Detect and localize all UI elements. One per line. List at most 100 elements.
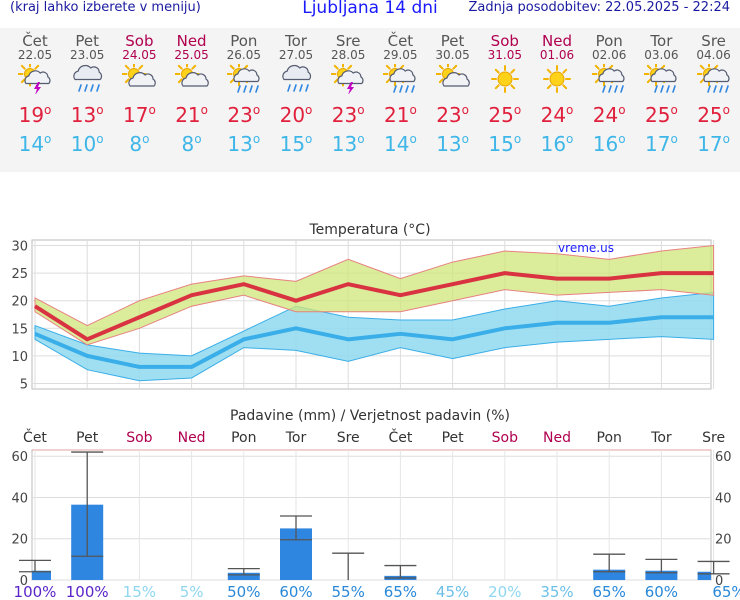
max-temperature-value: 25 bbox=[697, 103, 723, 127]
sun-disc bbox=[497, 71, 513, 87]
min-temperature-value: 17 bbox=[697, 132, 723, 156]
temperature-y-tick: 25 bbox=[11, 267, 28, 282]
day-name: Sob bbox=[490, 32, 519, 50]
day-name: Pet bbox=[75, 32, 99, 50]
rain-drop bbox=[405, 85, 410, 93]
rain-drop bbox=[293, 84, 297, 92]
precipitation-probability: 65% bbox=[712, 583, 740, 600]
day-column: Tor 27.05 20o 15o bbox=[270, 28, 322, 156]
sun-ray bbox=[494, 68, 500, 74]
cloud-shape bbox=[337, 70, 364, 85]
day-column: Sre 04.06 25o 17o bbox=[688, 28, 740, 156]
degree-symbol: o bbox=[409, 132, 417, 146]
partly-cloudy-icon bbox=[122, 64, 157, 87]
max-temperature-value: 19 bbox=[18, 103, 45, 127]
degree-symbol: o bbox=[722, 103, 730, 117]
daily-forecast-strip: Čet 22.05 19o 14o Pet 23.05 13o 10o Sob 24.05 17o 8… bbox=[0, 28, 740, 172]
degree-symbol: o bbox=[44, 132, 52, 146]
day-column: Pon 02.06 24o 16o bbox=[583, 28, 635, 156]
day-date: 26.05 bbox=[226, 48, 261, 62]
max-temperature-value: 23 bbox=[436, 103, 462, 127]
day-date: 31.05 bbox=[487, 48, 522, 62]
precipitation-probability: 55% bbox=[332, 583, 365, 600]
temperature-y-tick: 30 bbox=[11, 240, 28, 255]
rain-drop bbox=[712, 85, 717, 93]
day-date: 03.06 bbox=[644, 48, 679, 62]
precipitation-day-label: Pet bbox=[442, 430, 465, 446]
day-date: 04.06 bbox=[696, 48, 731, 62]
day-column: Pon 26.05 23o 13o bbox=[218, 28, 270, 156]
sun-ray bbox=[699, 64, 705, 70]
cloud-shape bbox=[233, 68, 260, 83]
location-menu-hint[interactable]: (kraj lahko izberete v meniju) bbox=[10, 0, 201, 15]
max-temperature: 23o bbox=[322, 98, 374, 127]
sun-ray bbox=[562, 68, 568, 74]
precipitation-day-label: Pet bbox=[76, 430, 99, 446]
temperature-y-tick: 15 bbox=[11, 322, 28, 337]
min-temperature-value: 8 bbox=[181, 132, 195, 156]
precipitation-probability: 60% bbox=[645, 583, 678, 600]
precipitation-y-tick-left: 40 bbox=[11, 491, 28, 506]
day-name: Sre bbox=[701, 32, 726, 50]
sun-ray bbox=[546, 68, 552, 74]
day-name: Tor bbox=[650, 32, 673, 50]
precipitation-day-label: Pon bbox=[231, 430, 256, 446]
precipitation-probability: 35% bbox=[540, 583, 573, 600]
sun-ray bbox=[562, 84, 568, 90]
max-temperature: 23o bbox=[427, 98, 479, 127]
rain-drop bbox=[614, 85, 618, 93]
min-temperature: 16o bbox=[531, 127, 583, 156]
rain-drop bbox=[620, 85, 624, 93]
cloud-shape bbox=[598, 68, 625, 83]
sun-ray bbox=[177, 78, 183, 84]
min-temperature-value: 13 bbox=[436, 132, 462, 156]
degree-symbol: o bbox=[305, 132, 313, 146]
precipitation-y-tick-right: 0 bbox=[715, 574, 723, 589]
min-temperature: 14o bbox=[9, 127, 61, 156]
degree-symbol: o bbox=[670, 103, 678, 117]
cloud-shape bbox=[180, 72, 209, 87]
cloud-shape bbox=[650, 68, 677, 83]
max-temperature: 17o bbox=[113, 98, 165, 127]
precipitation-day-label: Čet bbox=[23, 428, 47, 446]
degree-symbol: o bbox=[200, 103, 208, 117]
precipitation-plot-area bbox=[31, 449, 712, 581]
day-date: 29.05 bbox=[383, 48, 418, 62]
day-name: Ned bbox=[176, 32, 207, 50]
precipitation-bar bbox=[227, 572, 260, 580]
max-temperature-line bbox=[33, 271, 714, 342]
sun-ray bbox=[138, 64, 144, 70]
degree-symbol: o bbox=[566, 132, 574, 146]
precipitation-probability: 100% bbox=[66, 583, 109, 600]
rain-drop bbox=[608, 85, 612, 93]
degree-symbol: o bbox=[357, 103, 365, 117]
day-name: Čet bbox=[387, 32, 414, 50]
min-temperature-line bbox=[34, 315, 714, 369]
max-temperature-value: 13 bbox=[70, 103, 97, 127]
max-temperature-value: 23 bbox=[331, 103, 358, 127]
precipitation-probability: 15% bbox=[123, 583, 156, 600]
max-temperature-value: 25 bbox=[644, 103, 671, 127]
sun-ray bbox=[347, 64, 353, 70]
max-temperature-value: 21 bbox=[175, 103, 201, 127]
precipitation-y-tick-left: 20 bbox=[11, 533, 28, 548]
sun-ray bbox=[494, 84, 500, 90]
precipitation-y-tick-right: 40 bbox=[715, 491, 732, 506]
min-temperature-value: 15 bbox=[279, 132, 306, 156]
sun-ray bbox=[229, 78, 235, 84]
degree-symbol: o bbox=[513, 132, 522, 146]
cloud-shape bbox=[702, 68, 730, 83]
degree-symbol: o bbox=[722, 132, 730, 146]
day-name: Tor bbox=[285, 32, 307, 50]
lightning-bolt bbox=[34, 82, 41, 94]
sun-cloud-rain-icon bbox=[226, 64, 260, 93]
min-temperature: 17o bbox=[688, 127, 740, 156]
min-temperature-value: 10 bbox=[70, 132, 97, 156]
degree-symbol: o bbox=[252, 132, 261, 146]
precipitation-day-label: Sre bbox=[337, 430, 360, 446]
precipitation-probability: 60% bbox=[279, 583, 312, 600]
day-column: Čet 29.05 21o 14o bbox=[374, 28, 426, 156]
sun-ray bbox=[20, 64, 26, 70]
day-column: Pet 23.05 13o 10o bbox=[61, 28, 113, 156]
min-temperature-value: 8 bbox=[129, 132, 143, 156]
